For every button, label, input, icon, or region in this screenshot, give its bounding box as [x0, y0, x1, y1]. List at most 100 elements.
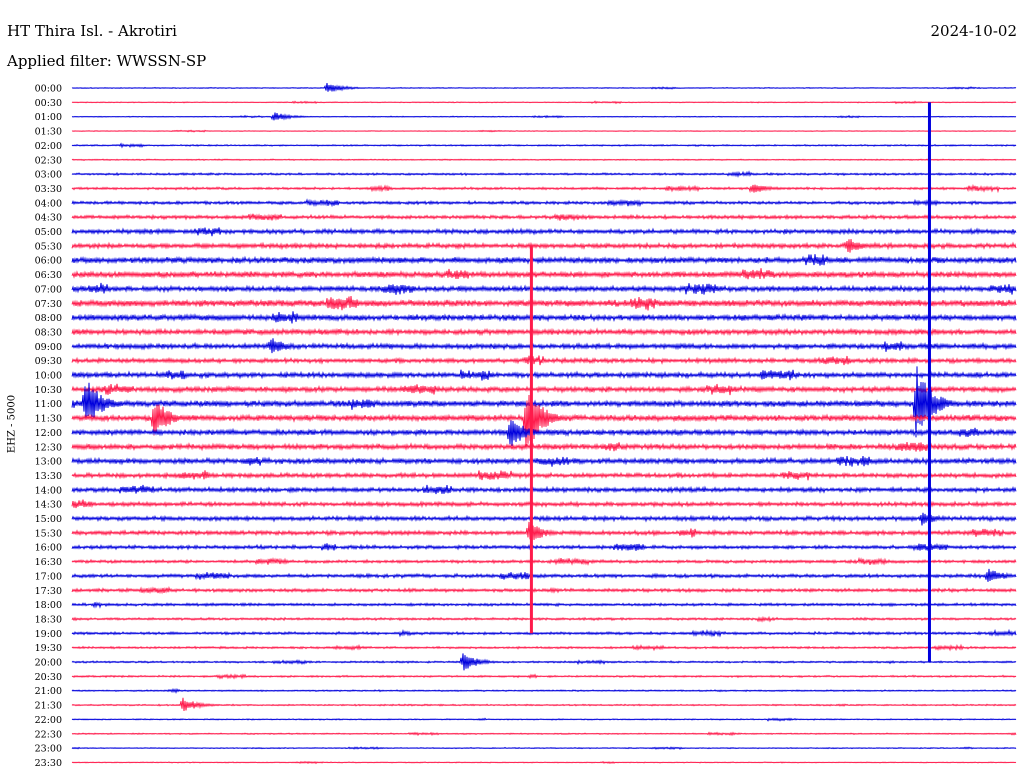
row-time-label: 04:30	[35, 213, 62, 224]
trace-row	[71, 499, 1017, 509]
trace-row	[71, 512, 1017, 526]
row-time-label: 01:00	[35, 112, 62, 123]
row-time-label: 04:00	[35, 198, 62, 209]
trace-row	[71, 394, 1017, 449]
row-time-label: 18:00	[35, 600, 62, 611]
trace-row	[71, 653, 1017, 671]
trace-row	[71, 628, 1017, 638]
station-title: HT Thira Isl. - Akrotiri	[7, 22, 177, 40]
row-time-label: 11:30	[35, 414, 62, 425]
trace-row	[71, 556, 1017, 566]
trace-row	[71, 254, 1017, 266]
trace-row	[71, 643, 1017, 652]
trace-row	[71, 383, 1017, 396]
trace-row	[71, 227, 1017, 237]
row-time-label: 16:00	[35, 543, 62, 554]
row-time-label: 00:00	[35, 84, 62, 95]
trace-row	[71, 170, 1017, 178]
row-time-label: 03:00	[35, 170, 62, 181]
row-time-label: 08:00	[35, 313, 62, 324]
trace-row	[71, 746, 1017, 751]
row-time-label: 21:30	[35, 701, 62, 712]
row-time-label: 07:00	[35, 284, 62, 295]
row-time-label: 08:30	[35, 327, 62, 338]
row-time-label: 19:00	[35, 629, 62, 640]
trace-row	[71, 158, 1017, 162]
row-time-label: 23:00	[35, 744, 62, 755]
row-time-label: 17:00	[35, 571, 62, 582]
trace-row	[71, 484, 1017, 495]
row-time-label: 06:30	[35, 270, 62, 281]
row-time-label: 09:30	[35, 356, 62, 367]
trace-row	[71, 731, 1017, 737]
row-time-label: 11:00	[35, 399, 62, 410]
trace-row	[71, 311, 1017, 324]
filter-label: Applied filter: WWSSN-SP	[7, 52, 207, 70]
row-time-labels: 00:00 00:30 01:00 01:30 02:00 02:30 03:00 03:30…	[35, 84, 62, 769]
row-time-label: 19:30	[35, 643, 62, 654]
row-time-label: 14:00	[35, 485, 62, 496]
row-time-label: 02:00	[35, 141, 62, 152]
row-time-label: 20:30	[35, 672, 62, 683]
trace-row	[71, 366, 1017, 438]
row-time-label: 05:30	[35, 241, 62, 252]
row-time-label: 22:00	[35, 715, 62, 726]
row-time-label: 02:30	[35, 155, 62, 166]
trace-row	[71, 542, 1017, 552]
trace-row	[71, 521, 1017, 540]
row-time-label: 03:30	[35, 184, 62, 195]
row-time-label: 13:30	[35, 471, 62, 482]
row-time-label: 06:00	[35, 256, 62, 267]
trace-row	[71, 673, 1017, 680]
trace-row	[71, 100, 1017, 105]
row-time-label: 21:00	[35, 686, 62, 697]
trace-row	[71, 470, 1017, 481]
trace-row	[71, 585, 1017, 595]
trace-row	[71, 239, 1017, 253]
chart-date: 2024-10-02	[930, 22, 1017, 40]
trace-row	[71, 615, 1017, 623]
trace-row	[71, 355, 1017, 366]
trace-row	[71, 760, 1017, 765]
trace-row	[71, 268, 1017, 280]
trace-row	[71, 601, 1017, 609]
trace-row	[71, 717, 1017, 722]
trace-row	[71, 441, 1017, 452]
trace-row	[71, 112, 1017, 121]
row-time-label: 15:30	[35, 528, 62, 539]
row-time-label: 15:00	[35, 514, 62, 525]
row-time-label: 23:30	[35, 758, 62, 769]
row-time-label: 13:00	[35, 457, 62, 468]
row-time-label: 10:30	[35, 385, 62, 396]
row-time-label: 00:30	[35, 98, 62, 109]
seismic-traces	[71, 83, 1017, 765]
trace-row	[71, 129, 1017, 133]
trace-row	[71, 697, 1017, 712]
row-time-label: 05:00	[35, 227, 62, 238]
trace-row	[71, 213, 1017, 222]
trace-row	[71, 142, 1017, 149]
row-time-label: 01:30	[35, 127, 62, 138]
row-time-label: 12:00	[35, 428, 62, 439]
trace-row	[71, 568, 1017, 582]
trace-row	[71, 198, 1017, 208]
row-time-label: 14:30	[35, 500, 62, 511]
trace-row	[71, 455, 1017, 467]
trace-row	[71, 420, 1017, 446]
trace-row	[71, 282, 1017, 295]
row-time-label: 07:30	[35, 299, 62, 310]
trace-row	[71, 183, 1017, 194]
row-time-label: 09:00	[35, 342, 62, 353]
trace-row	[71, 327, 1017, 337]
trace-row	[71, 83, 1017, 92]
trace-row	[71, 296, 1017, 311]
row-time-label: 22:30	[35, 729, 62, 740]
row-time-label: 17:30	[35, 586, 62, 597]
row-time-label: 16:30	[35, 557, 62, 568]
trace-row	[71, 369, 1017, 381]
trace-row	[71, 687, 1017, 694]
trace-row	[71, 338, 1017, 354]
row-time-label: 20:00	[35, 658, 62, 669]
row-time-label: 10:00	[35, 371, 62, 382]
